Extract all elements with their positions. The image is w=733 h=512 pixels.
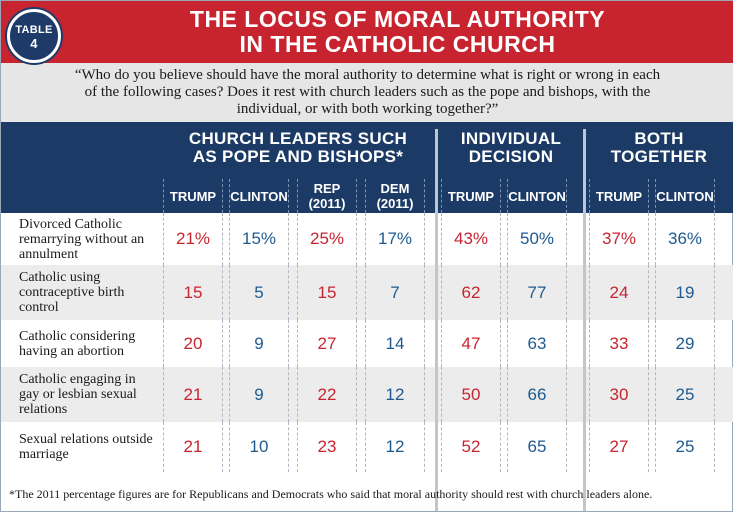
table-cell: 9 (229, 367, 289, 422)
table-cell: 25 (655, 367, 715, 422)
row-label: Divorced Catholic remarrying without an … (19, 216, 145, 262)
table-cell: 15% (229, 213, 289, 265)
badge-label: TABLE (15, 24, 53, 36)
table-cell: 50% (507, 213, 567, 265)
table-cell: 27 (297, 320, 357, 367)
group-separator (583, 129, 586, 511)
table-cell: 5 (229, 265, 289, 320)
badge-number: 4 (30, 36, 38, 51)
table-cell: 9 (229, 320, 289, 367)
group-church-leaders: CHURCH LEADERS SUCH AS POPE AND BISHOPS* (188, 129, 408, 166)
table-cell: 47 (441, 320, 501, 367)
table-cell: 21 (163, 422, 223, 472)
row-label: Sexual relations outside marriage (19, 432, 153, 462)
group-separator (435, 129, 438, 511)
table-cell: 27 (589, 422, 649, 472)
table-cell: 12 (365, 422, 425, 472)
table-cell: 22 (297, 367, 357, 422)
column-header: REP (2011) (297, 179, 357, 213)
column-header: TRUMP (589, 179, 649, 213)
group-individual-decision: INDIVIDUAL DECISION (460, 129, 562, 166)
title-line-1: THE LOCUS OF MORAL AUTHORITY (189, 6, 606, 32)
table-number-badge: TABLE 4 (7, 9, 61, 63)
table-cell: 21% (163, 213, 223, 265)
table-cell: 7 (365, 265, 425, 320)
table-cell: 14 (365, 320, 425, 367)
page-title: THE LOCUS OF MORAL AUTHORITY IN THE CATH… (71, 7, 724, 57)
table-cell: 62 (441, 265, 501, 320)
table-cell: 37% (589, 213, 649, 265)
table-header (1, 122, 733, 213)
column-header: CLINTON (507, 179, 567, 213)
table-cell: 30 (589, 367, 649, 422)
column-header: TRUMP (441, 179, 501, 213)
group-both-together: BOTH TOGETHER (610, 129, 708, 166)
title-line-2: IN THE CATHOLIC CHURCH (239, 31, 556, 57)
table-cell: 17% (365, 213, 425, 265)
table-cell: 66 (507, 367, 567, 422)
table-cell: 19 (655, 265, 715, 320)
table-cell: 25 (655, 422, 715, 472)
table-cell: 50 (441, 367, 501, 422)
survey-question: “Who do you believe should have the mora… (74, 67, 661, 117)
table-cell: 43% (441, 213, 501, 265)
table-cell: 20 (163, 320, 223, 367)
table-cell: 29 (655, 320, 715, 367)
table-cell: 15 (163, 265, 223, 320)
table-cell: 65 (507, 422, 567, 472)
survey-question-panel: “Who do you believe should have the mora… (1, 63, 733, 122)
table-row: Catholic engaging in gay or lesbian sexu… (1, 367, 733, 422)
column-header: CLINTON (229, 179, 289, 213)
table-row: Catholic considering having an abortion 2… (1, 320, 733, 367)
footnote: *The 2011 percentage figures are for Rep… (9, 487, 653, 501)
table-row: Divorced Catholic remarrying without an … (1, 213, 733, 265)
table-cell: 15 (297, 265, 357, 320)
table-cell: 25% (297, 213, 357, 265)
column-header: TRUMP (163, 179, 223, 213)
row-label: Catholic considering having an abortion (19, 328, 136, 359)
title-banner: THE LOCUS OF MORAL AUTHORITY IN THE CATH… (1, 1, 733, 63)
row-label: Catholic using contraceptive birth contr… (19, 270, 125, 315)
table-cell: 21 (163, 367, 223, 422)
table-cell: 77 (507, 265, 567, 320)
table-cell: 24 (589, 265, 649, 320)
table-cell: 52 (441, 422, 501, 472)
table-cell: 23 (297, 422, 357, 472)
table-cell: 10 (229, 422, 289, 472)
table-row: Sexual relations outside marriage 21 10 23 1… (1, 422, 733, 472)
column-header: CLINTON (655, 179, 715, 213)
column-header: DEM (2011) (365, 179, 425, 213)
table-row: Catholic using contraceptive birth contr… (1, 265, 733, 320)
table-cell: 33 (589, 320, 649, 367)
table-cell: 12 (365, 367, 425, 422)
table-cell: 36% (655, 213, 715, 265)
table-cell: 63 (507, 320, 567, 367)
row-label: Catholic engaging in gay or lesbian sexu… (19, 372, 137, 417)
